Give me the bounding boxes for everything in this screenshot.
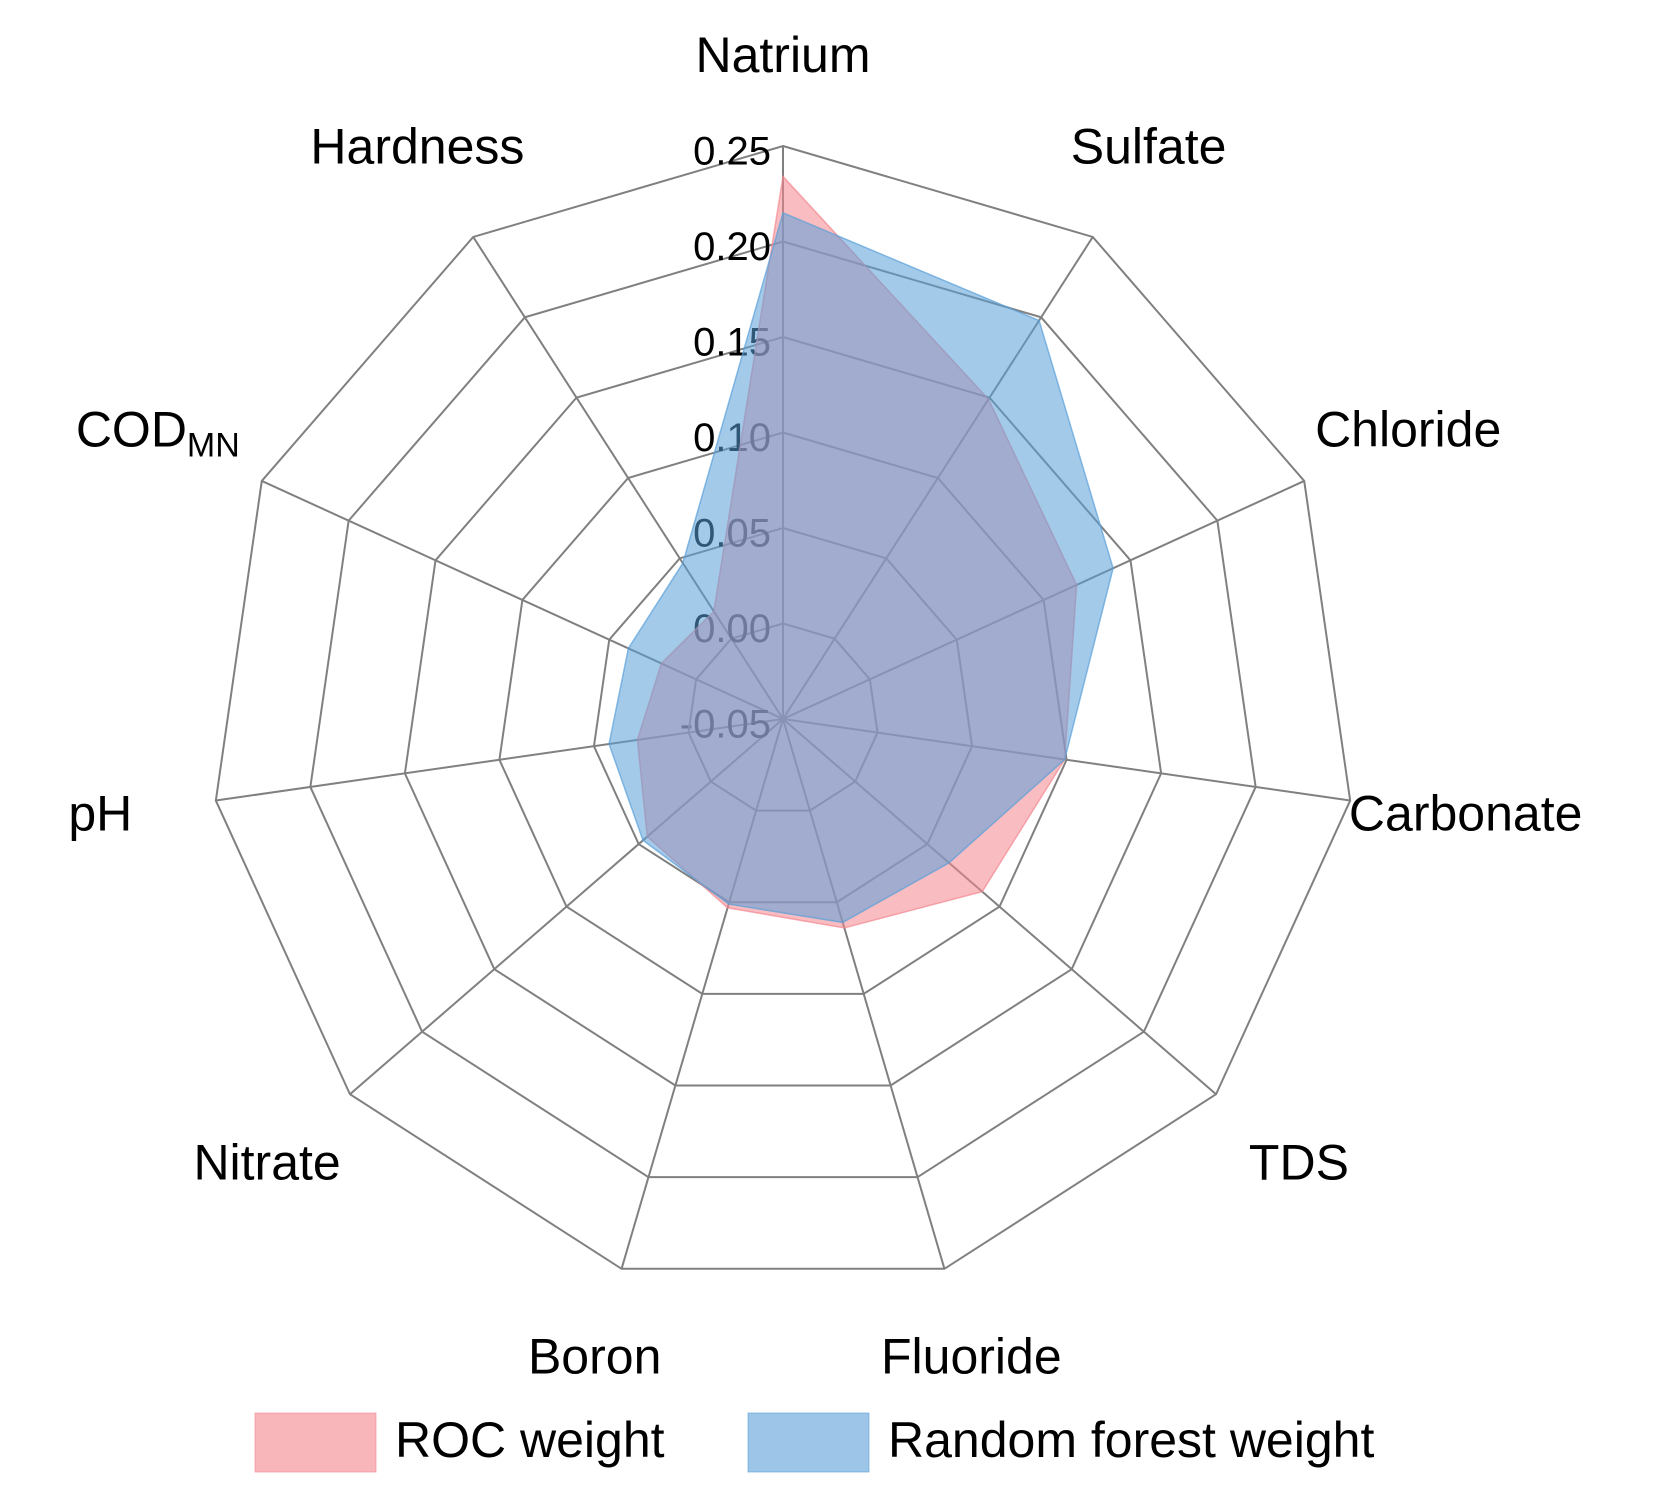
radar-area xyxy=(608,211,1114,924)
category-label: Nitrate xyxy=(193,1134,340,1190)
grid-line xyxy=(214,144,1352,1270)
y-tick-label: 0.20 xyxy=(693,225,771,269)
category-label: TDS xyxy=(1249,1134,1349,1190)
grid-line xyxy=(403,335,1163,1087)
category-label: Chloride xyxy=(1315,402,1501,458)
category-label: Fluoride xyxy=(881,1329,1062,1385)
category-label-subscript: MN xyxy=(187,426,240,464)
grid-line xyxy=(309,240,1257,1179)
legend-swatch xyxy=(254,1412,377,1473)
category-label: Sulfate xyxy=(1071,118,1227,174)
category-label: CODMN xyxy=(76,402,240,465)
category-label: Hardness xyxy=(310,118,524,174)
category-label: Carbonate xyxy=(1349,785,1583,841)
y-tick-label: 0.25 xyxy=(693,130,771,174)
legend-swatch xyxy=(747,1412,870,1473)
category-label: pH xyxy=(68,785,132,841)
legend-label: Random forest weight xyxy=(888,1412,1374,1468)
category-label: Natrium xyxy=(695,27,870,83)
legend-label: ROC weight xyxy=(395,1412,665,1468)
category-label-main: COD xyxy=(76,402,187,458)
category-label: Boron xyxy=(528,1329,661,1385)
